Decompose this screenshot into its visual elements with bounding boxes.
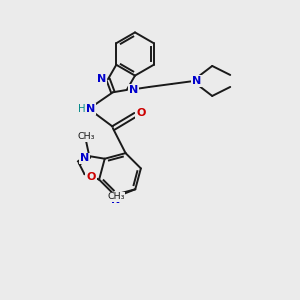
Text: O: O — [86, 172, 96, 182]
Text: N: N — [111, 195, 121, 205]
Text: CH₃: CH₃ — [107, 192, 124, 201]
Text: O: O — [136, 108, 146, 118]
Text: N: N — [97, 74, 106, 84]
Text: N: N — [192, 76, 201, 86]
Text: N: N — [86, 104, 95, 114]
Text: N: N — [129, 85, 138, 95]
Text: N: N — [80, 153, 89, 164]
Text: H: H — [78, 104, 86, 114]
Text: CH₃: CH₃ — [77, 132, 95, 141]
